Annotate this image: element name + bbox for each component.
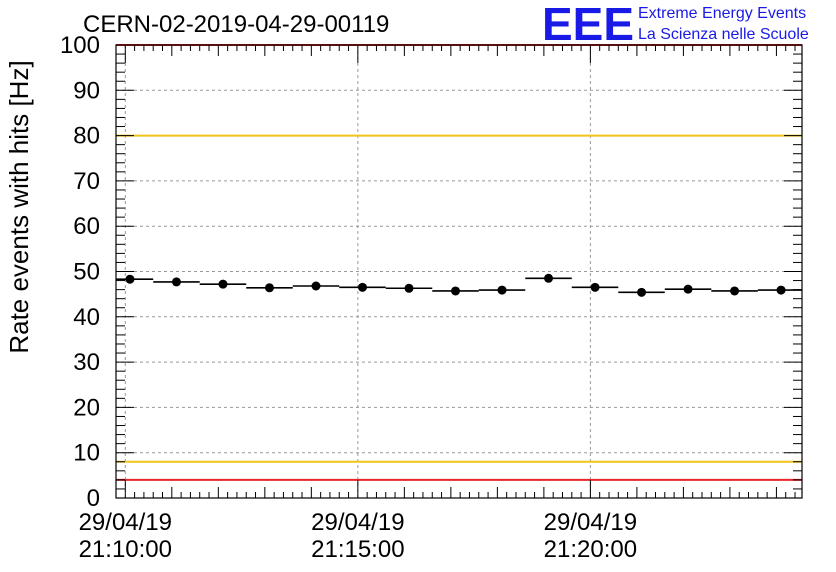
y-tick-label: 90 [73, 77, 100, 104]
x-tick-label-date: 29/04/19 [311, 509, 404, 536]
y-tick-label: 70 [73, 168, 100, 195]
data-point [311, 281, 321, 291]
data-point [404, 283, 414, 293]
data-marks [116, 273, 802, 297]
y-tick-label: 40 [73, 304, 100, 331]
data-point [125, 274, 135, 284]
y-tick-label: 30 [73, 349, 100, 376]
data-point [590, 282, 600, 292]
data-point [637, 287, 647, 297]
y-tick-label: 60 [73, 213, 100, 240]
data-point [683, 284, 693, 294]
y-tick-label: 80 [73, 123, 100, 150]
grid [116, 45, 802, 498]
eee-logo-line2: La Scienza nelle Scuole [638, 26, 809, 43]
y-tick-label: 100 [60, 32, 100, 59]
eee-logo-line1: Extreme Energy Events [638, 5, 806, 22]
x-tick-label-date: 29/04/19 [544, 509, 637, 536]
data-point [544, 273, 554, 283]
data-point [264, 283, 274, 293]
eee-logo: EEE Extreme Energy Events La Scienza nel… [542, 0, 809, 50]
x-tick-label-time: 21:10:00 [79, 536, 172, 563]
x-tick-labels: 29/04/1921:10:0029/04/1921:15:0029/04/19… [79, 509, 638, 563]
data-point [451, 286, 461, 296]
y-tick-labels: 0 10 20 30 40 50 60 70 80 90 100 [60, 32, 100, 512]
x-tick-label-date: 29/04/19 [79, 509, 172, 536]
eee-logo-mark: EEE [542, 0, 634, 50]
reference-lines [116, 44, 802, 481]
data-point [497, 285, 507, 295]
y-tick-label: 10 [73, 440, 100, 467]
data-point [776, 285, 786, 295]
chart-title: CERN-02-2019-04-29-00119 [83, 11, 389, 38]
data-point [730, 286, 740, 296]
x-tick-label-time: 21:20:00 [544, 536, 637, 563]
y-tick-label: 50 [73, 259, 100, 286]
data-point [218, 279, 228, 289]
x-tick-label-time: 21:15:00 [311, 536, 404, 563]
axis-ticks [116, 44, 802, 499]
data-point [357, 282, 367, 292]
data-point [171, 277, 181, 287]
plot-frame [115, 44, 803, 499]
y-tick-label: 20 [73, 394, 100, 421]
y-axis-label: Rate events with hits [Hz] [4, 60, 34, 353]
y-tick-label: 0 [87, 485, 100, 512]
